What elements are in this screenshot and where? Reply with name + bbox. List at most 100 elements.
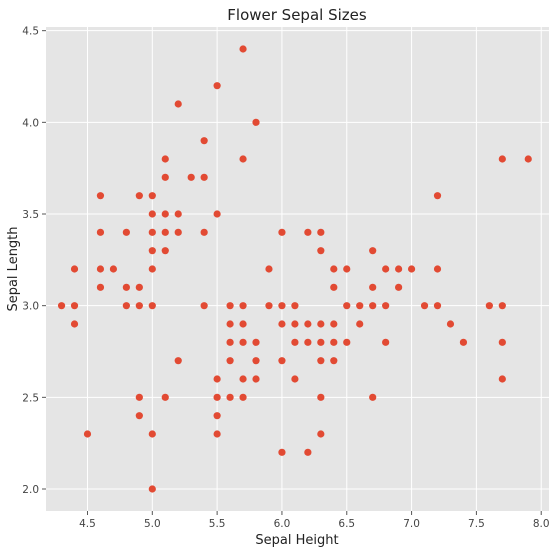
data-point [433, 302, 442, 310]
data-point [213, 82, 221, 90]
data-point [174, 228, 182, 236]
data-point [291, 320, 299, 328]
data-point [498, 338, 506, 346]
data-point [369, 247, 377, 255]
x-axis-label: Sepal Height [255, 533, 338, 548]
data-point [200, 228, 208, 236]
data-point [213, 412, 221, 420]
data-point [343, 338, 351, 346]
data-point [446, 320, 455, 328]
data-point [161, 393, 169, 401]
data-point [330, 320, 338, 328]
data-point [148, 210, 156, 218]
data-point [148, 485, 156, 493]
data-point [356, 302, 364, 310]
data-point [304, 320, 312, 328]
data-point [161, 247, 169, 255]
data-point [239, 155, 247, 163]
data-point [226, 338, 234, 346]
data-point [369, 302, 377, 310]
data-point [96, 228, 105, 236]
data-point [369, 393, 377, 401]
data-point [109, 265, 118, 273]
data-point [148, 265, 156, 273]
x-tick-label: 5.5 [209, 518, 226, 530]
data-point [252, 375, 260, 383]
data-point [83, 430, 92, 438]
data-point [148, 192, 156, 200]
data-point [304, 448, 312, 456]
data-point [148, 430, 156, 438]
data-point [174, 210, 182, 218]
data-point [122, 283, 130, 291]
data-point [330, 265, 338, 273]
data-point [135, 283, 143, 291]
data-point [174, 100, 182, 108]
data-point [239, 375, 247, 383]
data-point [239, 302, 247, 310]
data-point [524, 155, 532, 163]
data-point [213, 393, 221, 401]
data-point [239, 45, 247, 53]
data-point [265, 302, 273, 310]
chart-title: Flower Sepal Sizes [227, 6, 367, 24]
data-point [70, 320, 79, 328]
x-tick-label: 5.0 [144, 518, 161, 530]
data-point [498, 155, 506, 163]
data-point [226, 393, 234, 401]
data-point [200, 302, 208, 310]
y-tick-label: 2.5 [22, 392, 39, 404]
data-point [161, 173, 169, 181]
data-point [278, 228, 286, 236]
data-point [57, 302, 66, 310]
data-point [317, 430, 325, 438]
data-point [70, 265, 79, 273]
y-tick-label: 4.0 [22, 117, 39, 129]
data-point [330, 357, 338, 365]
data-point [213, 375, 221, 383]
data-point [135, 412, 143, 420]
data-point [135, 192, 143, 200]
data-point [498, 302, 506, 310]
data-point [317, 338, 325, 346]
data-point [485, 302, 493, 310]
x-axis-ticks: 4.5 5.0 5.5 6.0 6.5 7.0 7.5 8.0 [79, 511, 550, 530]
y-axis-label: Sepal Length [6, 226, 21, 311]
data-point [161, 228, 169, 236]
data-point [265, 265, 273, 273]
data-point [161, 155, 169, 163]
data-point [433, 192, 442, 200]
data-point [395, 265, 403, 273]
data-point [330, 283, 338, 291]
data-point [433, 265, 442, 273]
data-point [161, 210, 169, 218]
data-point [226, 320, 234, 328]
data-point [252, 118, 260, 126]
data-point [317, 393, 325, 401]
data-point [148, 228, 156, 236]
x-tick-label: 6.5 [338, 518, 355, 530]
data-point [459, 338, 468, 346]
y-tick-label: 3.5 [22, 209, 39, 221]
data-point [304, 338, 312, 346]
y-tick-label: 4.5 [22, 26, 39, 38]
data-point [96, 265, 105, 273]
data-point [317, 228, 325, 236]
data-point [239, 393, 247, 401]
x-tick-label: 6.0 [274, 518, 291, 530]
data-point [278, 448, 286, 456]
data-point [200, 173, 208, 181]
data-point [226, 302, 234, 310]
data-point [213, 210, 221, 218]
data-point [382, 265, 390, 273]
data-point [317, 320, 325, 328]
data-point [200, 137, 208, 145]
y-axis-ticks: 2.0 2.5 3.0 3.5 4.0 4.5 [22, 26, 46, 496]
data-point [343, 265, 351, 273]
data-point [135, 393, 143, 401]
x-tick-label: 7.5 [468, 518, 485, 530]
y-tick-label: 3.0 [22, 301, 39, 313]
data-point [356, 320, 364, 328]
